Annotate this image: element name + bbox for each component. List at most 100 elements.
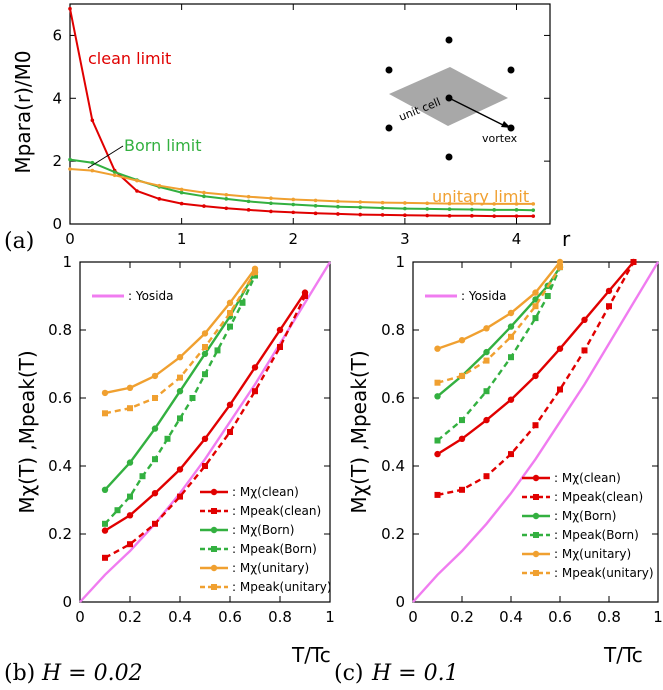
legend-entry: : Yosida — [461, 289, 507, 303]
panel-b: 00.20.40.60.81 0 0.2 0.4 0.6 0.8 1 : Yosida: … — [4, 253, 335, 686]
data-point — [336, 212, 340, 216]
data-point — [532, 303, 539, 310]
data-point — [101, 527, 109, 534]
data-point — [202, 204, 206, 208]
y-tick-label: 0.4 — [48, 457, 72, 475]
y-tick-label: 0 — [395, 593, 405, 611]
data-point — [531, 208, 536, 212]
data-point — [202, 371, 208, 378]
data-point — [336, 199, 340, 204]
data-point — [176, 388, 184, 395]
x-tick-label: 0.6 — [218, 608, 242, 626]
data-point — [90, 168, 95, 173]
data-point — [556, 345, 564, 352]
data-point — [380, 213, 385, 217]
data-point — [581, 347, 588, 354]
series-line — [437, 266, 562, 384]
data-point — [269, 196, 273, 201]
data-point — [483, 348, 490, 356]
legend-entry: : Mpeak(clean) — [232, 504, 321, 518]
series-line — [69, 8, 534, 218]
data-point — [151, 490, 159, 497]
data-point — [508, 333, 514, 340]
data-point — [313, 203, 318, 208]
data-point — [425, 201, 430, 206]
x-tick-label: 0 — [408, 608, 418, 626]
data-point — [470, 214, 474, 218]
series-label-unitary: unitary limit — [432, 187, 529, 206]
data-point — [151, 372, 159, 380]
panel-c-xlabel: T/Tc — [603, 643, 643, 667]
series-line — [79, 261, 332, 603]
data-point — [90, 118, 95, 123]
x-tick-label: 2 — [288, 230, 298, 248]
data-point — [177, 493, 183, 500]
y-tick-label: 0.6 — [381, 389, 405, 407]
data-point — [291, 210, 296, 215]
legend-marker — [533, 494, 539, 500]
panel-b-xlabel: T/Tc — [291, 643, 331, 667]
x-tick-label: 1 — [325, 608, 335, 626]
panel-c-series — [412, 258, 660, 603]
y-tick-label: 4 — [52, 89, 62, 107]
data-point — [202, 344, 208, 350]
data-point — [252, 388, 258, 395]
data-point — [459, 486, 465, 493]
legend-marker — [211, 584, 217, 590]
x-tick-label: 1 — [177, 230, 187, 248]
data-point — [251, 364, 259, 371]
data-point — [358, 200, 363, 204]
data-point — [291, 202, 296, 207]
y-tick-label: 0.2 — [48, 525, 72, 543]
data-point — [531, 202, 536, 206]
data-point — [202, 463, 208, 469]
panel-a-frame — [69, 3, 551, 225]
data-point — [127, 493, 133, 500]
data-point — [434, 379, 441, 386]
data-point — [179, 187, 184, 192]
y-tick-label: 0.8 — [48, 321, 72, 339]
legend-marker — [210, 526, 218, 534]
data-point — [492, 214, 496, 218]
data-point — [557, 386, 563, 393]
data-point — [126, 512, 134, 519]
data-point — [101, 486, 109, 493]
data-point — [313, 198, 318, 203]
data-point — [152, 456, 158, 463]
data-point — [102, 520, 108, 527]
y-tick-label: 1 — [395, 253, 405, 271]
panel-c-frame — [412, 261, 659, 603]
data-point — [458, 337, 466, 344]
data-point — [507, 396, 515, 403]
data-point — [127, 541, 133, 548]
data-point — [276, 326, 284, 334]
panel-c-ylabel: Mχ(T) ,Mpeak(T) — [347, 350, 371, 513]
data-point — [252, 272, 258, 279]
data-point — [127, 405, 133, 412]
series-line — [437, 261, 561, 350]
data-point — [114, 507, 121, 514]
y-tick-label: 0.4 — [381, 457, 405, 475]
data-point — [380, 206, 385, 210]
data-point — [507, 323, 515, 330]
panel-a: 0 2 4 6 0 1 2 3 4 Mpara(r)/M0 r (a) clean limit… — [4, 3, 571, 254]
legend-entry: : Mχ(unitary) — [232, 561, 309, 575]
x-tick-label: 3 — [400, 230, 410, 248]
x-tick-label: 0 — [75, 608, 85, 626]
y-tick-label: 0.2 — [381, 525, 405, 543]
series-label-clean: clean limit — [88, 49, 171, 68]
data-point — [403, 206, 407, 211]
data-point — [252, 269, 258, 276]
x-tick-label: 0 — [65, 230, 75, 248]
data-point — [508, 451, 514, 458]
panel-b-frame — [79, 261, 331, 603]
data-point — [358, 212, 363, 217]
data-point — [246, 199, 251, 204]
data-point — [434, 450, 441, 458]
data-point — [425, 207, 430, 211]
panel-b-ylabel: Mχ(T) ,Mpeak(T) — [15, 350, 39, 513]
data-point — [135, 189, 139, 193]
vortex-dot — [385, 124, 393, 132]
data-point — [470, 201, 474, 206]
data-point — [483, 357, 490, 364]
